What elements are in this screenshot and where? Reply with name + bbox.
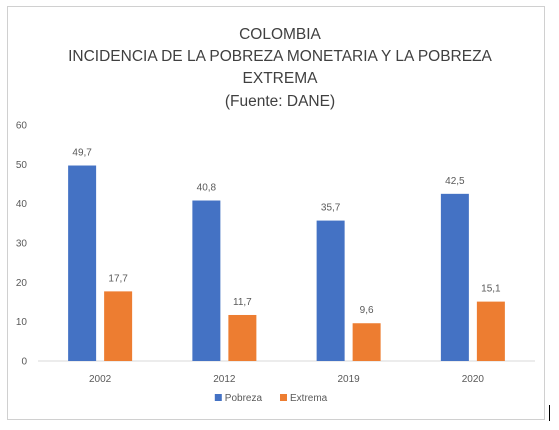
bar-extrema-2020 <box>476 301 505 361</box>
data-label: 17,7 <box>108 273 128 284</box>
bar-extrema-2002 <box>104 291 133 361</box>
y-tick-label: 60 <box>16 121 28 132</box>
bar-pobreza-2019 <box>316 220 345 361</box>
x-tick-label: 2002 <box>89 374 112 385</box>
legend-swatch-pobreza <box>214 394 222 401</box>
x-tick-label: 2012 <box>213 374 236 385</box>
data-label: 40,8 <box>197 183 217 194</box>
data-label: 42,5 <box>445 176 465 187</box>
data-label: 15,1 <box>481 284 501 295</box>
data-label: 11,7 <box>233 297 252 308</box>
bar-extrema-2019 <box>352 323 381 361</box>
data-label: 35,7 <box>321 203 341 214</box>
x-tick-label: 2020 <box>462 374 485 385</box>
chart-title-line-4: (Fuente: DANE) <box>225 93 335 110</box>
chart-title: COLOMBIA INCIDENCIA DE LA POBREZA MONETA… <box>68 26 492 110</box>
chart-title-line-2: INCIDENCIA DE LA POBREZA MONETARIA Y LA … <box>68 48 492 65</box>
bar-pobreza-2020 <box>440 193 469 361</box>
y-tick-label: 40 <box>16 199 28 210</box>
x-tick-label: 2019 <box>338 374 361 385</box>
legend-label-extrema: Extrema <box>290 393 328 404</box>
y-tick-label: 30 <box>16 239 28 250</box>
edge-mark <box>549 405 550 421</box>
bar-extrema-2012 <box>228 314 257 361</box>
x-axis: 2002 2012 2019 2020 <box>38 360 535 385</box>
bar-pobreza-2012 <box>192 200 221 361</box>
y-tick-label: 20 <box>16 278 28 289</box>
legend-label-pobreza: Pobreza <box>225 393 263 404</box>
legend-swatch-extrema <box>280 394 287 401</box>
data-label: 9,6 <box>360 305 374 316</box>
y-tick-label: 50 <box>16 160 28 171</box>
bar-pobreza-2002 <box>68 165 97 361</box>
y-tick-label: 0 <box>21 357 27 368</box>
y-axis: 0 10 20 30 40 50 60 <box>16 121 28 368</box>
y-tick-label: 10 <box>16 317 28 328</box>
chart-title-line-1: COLOMBIA <box>239 26 321 43</box>
legend: Pobreza Extrema <box>214 393 328 404</box>
data-label: 49,7 <box>72 148 92 159</box>
chart-title-line-3: EXTREMA <box>243 70 319 87</box>
data-labels: 49,7 17,7 40,8 11,7 35,7 9,6 42,5 15,1 <box>72 148 501 317</box>
bars <box>68 165 505 361</box>
